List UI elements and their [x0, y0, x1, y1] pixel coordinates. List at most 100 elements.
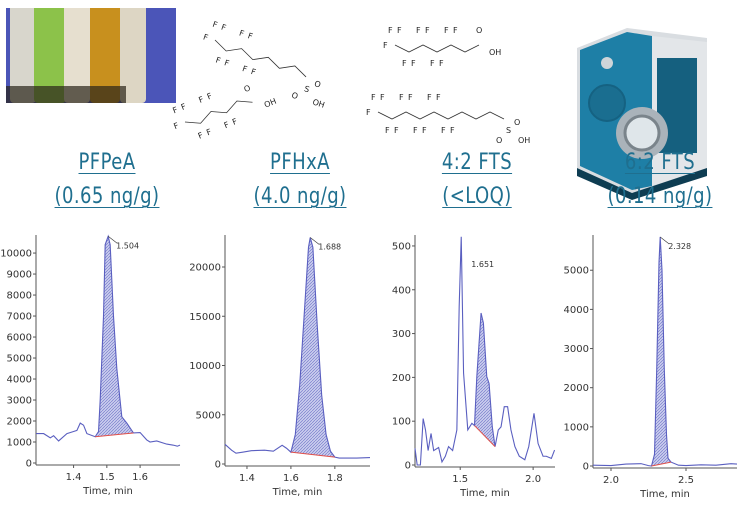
- y-tick-label: 20000: [189, 263, 221, 274]
- fluorine-label: F: [220, 23, 228, 33]
- fluorine-label: F: [231, 117, 239, 127]
- y-tick-label: 7000: [7, 312, 32, 323]
- carbon-chain: [214, 39, 307, 78]
- x-axis-label: Time, min: [459, 488, 510, 499]
- oxygen-label: O: [476, 26, 482, 35]
- fluorine-label: F: [215, 55, 223, 65]
- y-tick-label: 200: [392, 373, 411, 384]
- fluorine-label: F: [425, 26, 430, 35]
- chromatogram-2: 0 100 200 300 400 500 1.5 2.0 Time, min 1.651: [392, 235, 556, 499]
- y-tick-label: 8000: [7, 291, 32, 302]
- x-tick-label: 1.5: [99, 472, 115, 483]
- x-tick-label: 1.5: [452, 474, 468, 485]
- fluorine-label: F: [197, 130, 205, 140]
- fluorine-label: F: [413, 126, 418, 135]
- fluorine-label: F: [453, 26, 458, 35]
- fluorine-label: F: [402, 59, 407, 68]
- compound-title-42fts: 4:2 FTS (<LOQ): [411, 146, 542, 214]
- peak-rt-label: 1.651: [471, 260, 494, 269]
- x-tick-label: 1.4: [66, 472, 82, 483]
- y-tick-label: 100: [392, 417, 411, 428]
- fluorine-label: F: [206, 91, 214, 101]
- compound-title-62fts: 6:2 FTS (0.14 ng/g): [594, 146, 725, 214]
- fluorine-label: F: [441, 126, 446, 135]
- fluorine-label: F: [444, 26, 449, 35]
- peak-label-leader: [107, 236, 118, 244]
- fluorine-label: F: [247, 31, 255, 41]
- fluorine-label: F: [171, 105, 179, 115]
- sulfur-label: S: [506, 126, 511, 135]
- carbon-chain: [184, 100, 253, 124]
- fluorine-label: F: [223, 58, 231, 68]
- compound-name: PFHxA: [270, 150, 330, 175]
- fluorine-label: F: [250, 67, 258, 77]
- fluorine-label: F: [394, 126, 399, 135]
- y-tick-label: 4000: [564, 305, 589, 316]
- fluorine-label: F: [408, 93, 413, 102]
- fluorine-label: F: [211, 20, 219, 30]
- y-tick-label: 5000: [7, 354, 32, 365]
- peak-label-leader: [660, 236, 670, 245]
- y-tick-label: 1000: [7, 438, 32, 449]
- chromatogram-1: 0 5000 10000 15000 20000 1.4 1.6 1.8 Time, min 1.…: [189, 235, 371, 498]
- y-tick-label: 6000: [7, 333, 32, 344]
- compound-result: (<LOQ): [442, 184, 512, 209]
- x-tick-label: 1.6: [283, 473, 299, 484]
- integration-baseline: [95, 432, 134, 438]
- fluorine-label: F: [385, 126, 390, 135]
- x-tick-label: 1.4: [239, 473, 255, 484]
- oxygen-label: O: [496, 136, 502, 145]
- fluorine-label: F: [399, 93, 404, 102]
- peak-rt-label: 1.688: [318, 242, 341, 251]
- fluorine-label: F: [241, 64, 249, 74]
- y-tick-label: 10000: [0, 249, 32, 260]
- sulfur-label: S: [303, 84, 311, 94]
- y-tick-label: 0: [583, 462, 589, 473]
- integrated-peak-area: [474, 312, 496, 447]
- fluorine-label: F: [223, 120, 231, 130]
- y-tick-label: 10000: [189, 361, 221, 372]
- compound-name: 4:2 FTS: [441, 150, 513, 175]
- y-tick-label: 500: [392, 241, 411, 252]
- fluorine-label: F: [411, 59, 416, 68]
- fluorine-label: F: [205, 127, 213, 137]
- compound-title-pfhxa: PFHxA (4.0 ng/g): [234, 146, 365, 214]
- fluorine-label: F: [366, 108, 371, 117]
- fluorine-label: F: [238, 28, 246, 38]
- fluorine-label: F: [172, 121, 180, 131]
- hydroxyl-label: OH: [518, 136, 530, 145]
- hydroxyl-label: OH: [489, 48, 501, 57]
- peak-rt-label: 1.504: [116, 241, 139, 250]
- fluorine-label: F: [436, 93, 441, 102]
- compound-result: (4.0 ng/g): [253, 184, 347, 209]
- y-tick-label: 9000: [7, 270, 32, 281]
- y-tick-label: 3000: [7, 396, 32, 407]
- y-tick-label: 5000: [196, 410, 221, 421]
- fluorine-label: F: [380, 93, 385, 102]
- x-axis-label: Time, min: [82, 486, 133, 497]
- compound-title-pfpea: PFPeA (0.65 ng/g): [41, 146, 172, 214]
- x-tick-label: 1.8: [327, 473, 343, 484]
- chromatogram-trace: [36, 234, 181, 447]
- mass-spectrometer-image: [577, 28, 707, 200]
- textile-samples-photo: [6, 8, 176, 103]
- compound-result: (0.14 ng/g): [607, 184, 713, 209]
- fluorine-label: F: [427, 93, 432, 102]
- hydroxyl-label: OH: [311, 97, 325, 109]
- oxygen-label: O: [313, 79, 322, 90]
- y-tick-label: 0: [405, 461, 411, 472]
- carbon-chain: [377, 111, 505, 120]
- peak-label-leader: [310, 237, 320, 245]
- fluorine-label: F: [388, 26, 393, 35]
- oxygen-label: O: [290, 91, 299, 102]
- y-tick-label: 3000: [564, 344, 589, 355]
- hydroxyl-label: OH: [263, 97, 278, 110]
- fluorine-label: F: [197, 95, 205, 105]
- x-axis-label: Time, min: [272, 487, 323, 498]
- y-tick-label: 4000: [7, 375, 32, 386]
